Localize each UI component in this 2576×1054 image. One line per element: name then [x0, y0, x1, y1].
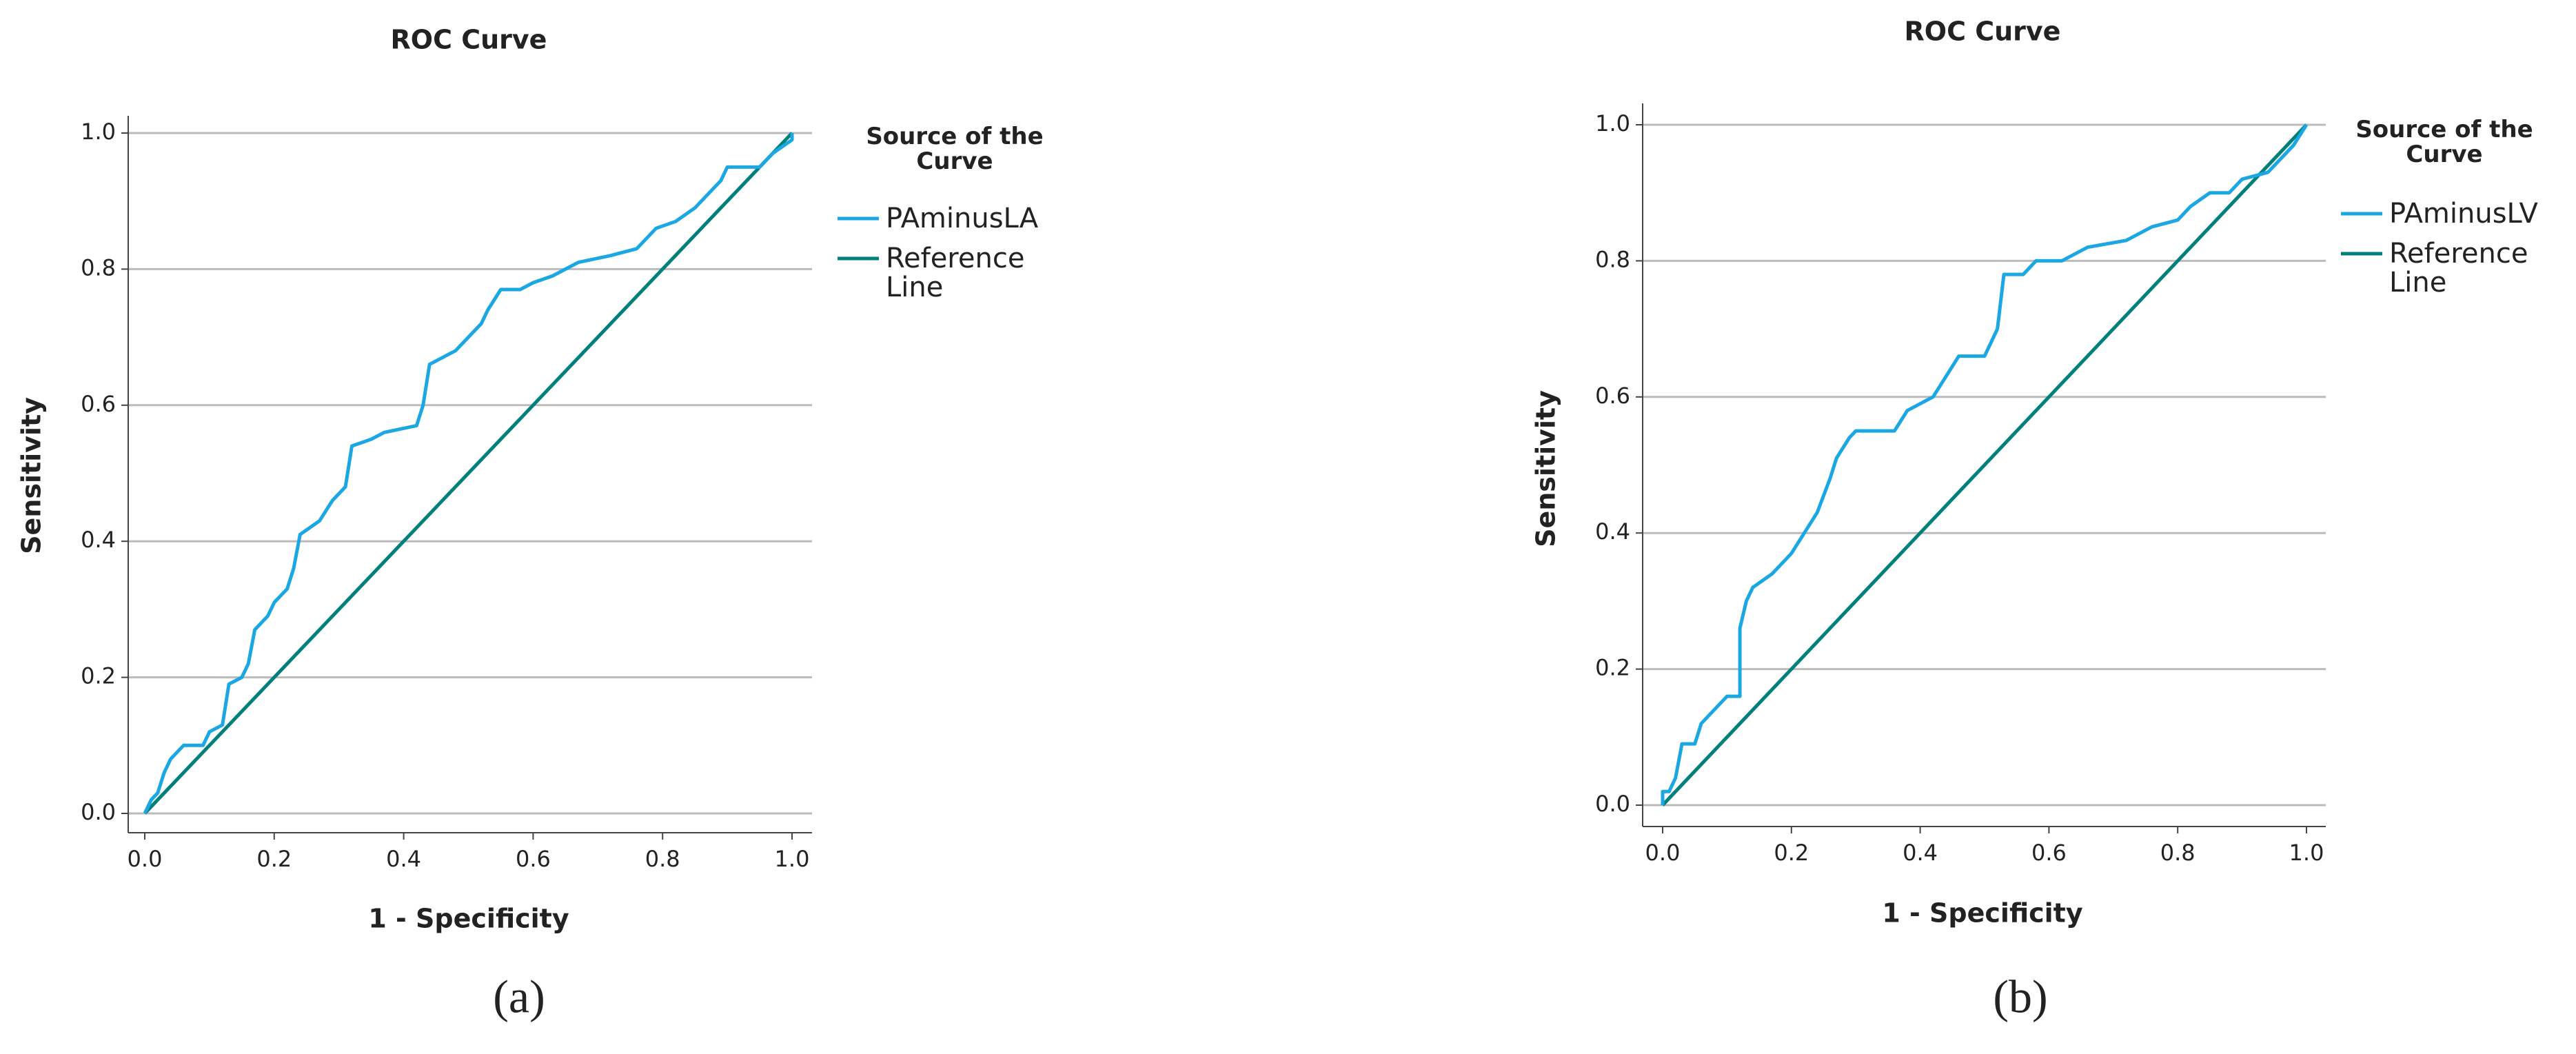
y-tick-label: 0.6 — [1595, 383, 1630, 409]
x-tick-label: 0.0 — [1645, 840, 1681, 866]
y-tick-label: 0.4 — [81, 527, 116, 553]
y-tick-label: 0.6 — [81, 391, 116, 417]
y-tick-label: 0.8 — [1595, 246, 1630, 272]
y-tick-label: 0.0 — [81, 799, 116, 825]
legend-label: PAminusLV — [2389, 198, 2538, 230]
x-tick-label: 1.0 — [2289, 840, 2324, 866]
legend-label: Reference Line — [2389, 238, 2528, 298]
roc-line — [1661, 123, 2308, 807]
chart-title: ROC Curve — [1905, 17, 2061, 47]
x-tick-label: 1.0 — [775, 846, 810, 872]
y-tick-label: 1.0 — [1595, 110, 1630, 136]
x-tick-label: 0.4 — [386, 846, 421, 872]
y-tick-label: 0.8 — [81, 254, 116, 281]
roc-line — [143, 132, 793, 815]
x-axis-label: 1 - Specificity — [368, 904, 569, 934]
x-axis-label: 1 - Specificity — [1882, 898, 2082, 929]
y-tick-label: 0.4 — [1595, 518, 1630, 545]
roc-line — [143, 133, 794, 815]
x-tick-label: 0.6 — [516, 846, 551, 872]
y-tick-label: 0.2 — [1595, 655, 1630, 681]
legend-label: PAminusLA — [886, 203, 1039, 234]
y-tick-label: 0.0 — [1595, 791, 1630, 817]
x-tick-label: 0.2 — [1774, 840, 1809, 866]
y-tick-label: 0.2 — [81, 663, 116, 689]
caption: (b) — [1993, 971, 2047, 1023]
legend-title: Source of the Curve — [2355, 116, 2533, 168]
x-tick-label: 0.6 — [2031, 840, 2067, 866]
y-tick-label: 1.0 — [81, 119, 116, 145]
caption: (a) — [493, 971, 545, 1023]
x-tick-label: 0.2 — [256, 846, 292, 872]
legend-label: Reference Line — [886, 243, 1025, 303]
y-axis-label: Sensitivity — [17, 397, 47, 554]
roc-line — [1661, 123, 2309, 805]
legend-title: Source of the Curve — [866, 123, 1044, 175]
x-tick-label: 0.8 — [2160, 840, 2195, 866]
chart-title: ROC Curve — [391, 25, 547, 55]
y-axis-label: Sensitivity — [1531, 390, 1561, 547]
x-tick-label: 0.0 — [128, 846, 163, 872]
x-tick-label: 0.8 — [645, 846, 680, 872]
x-tick-label: 0.4 — [1903, 840, 1938, 866]
